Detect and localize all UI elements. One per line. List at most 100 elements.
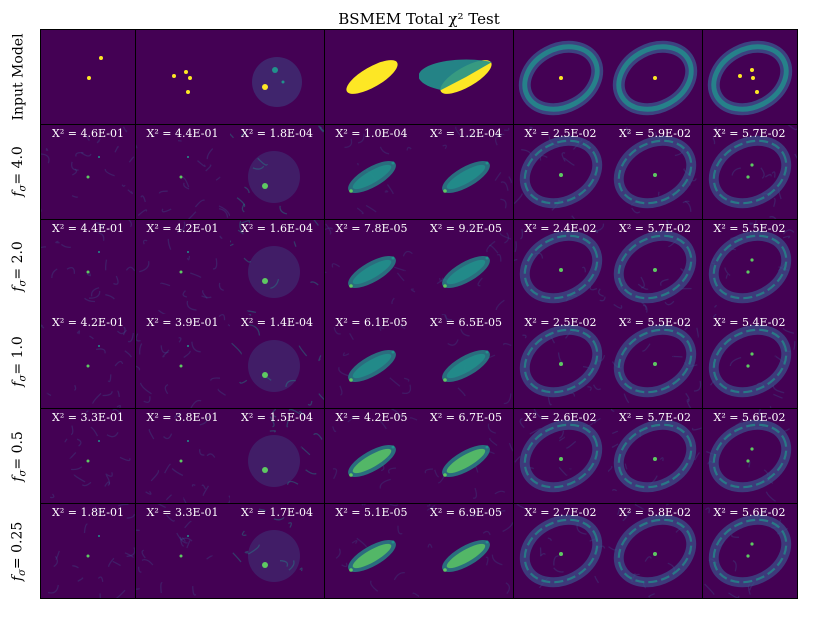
f-symbol: f bbox=[9, 191, 26, 197]
noise-streak bbox=[88, 290, 101, 299]
cell-graphic bbox=[708, 314, 796, 409]
noise-streak bbox=[142, 396, 151, 404]
noise-streak bbox=[593, 418, 601, 424]
noise-streak bbox=[519, 418, 525, 429]
noise-streak bbox=[427, 543, 433, 549]
ring-core bbox=[712, 329, 787, 394]
noise-streak bbox=[162, 433, 172, 440]
noise-streak bbox=[163, 463, 171, 474]
f-sigma-value: = 2.0 bbox=[9, 241, 26, 280]
chi-squared-label: X² = 5.5E-02 bbox=[619, 316, 691, 330]
noise-streak bbox=[365, 204, 377, 213]
noise-streak bbox=[258, 508, 266, 512]
noise-streak bbox=[704, 507, 710, 514]
noise-streak bbox=[691, 427, 702, 431]
cell-graphic bbox=[232, 508, 303, 582]
noise-streak bbox=[692, 177, 697, 182]
cell-graphic bbox=[513, 325, 605, 406]
noise-streak bbox=[112, 409, 123, 416]
noise-streak bbox=[665, 504, 670, 506]
star-dot bbox=[171, 74, 176, 78]
noise-streak bbox=[116, 405, 122, 409]
noise-streak bbox=[232, 552, 242, 563]
point-source bbox=[262, 372, 268, 379]
noise-streak bbox=[71, 194, 79, 198]
input-model-image bbox=[419, 30, 513, 124]
noise-streak bbox=[160, 345, 169, 354]
noise-streak bbox=[356, 207, 364, 214]
disk-structure bbox=[442, 350, 490, 383]
noise-streak bbox=[331, 426, 336, 433]
noise-streak bbox=[139, 383, 152, 395]
point-source bbox=[86, 364, 90, 368]
noise-streak bbox=[508, 175, 512, 184]
noise-streak bbox=[563, 157, 575, 166]
noise-streak bbox=[126, 547, 135, 558]
noise-streak bbox=[694, 452, 700, 461]
cell-graphic bbox=[613, 126, 697, 214]
noise-streak bbox=[142, 239, 147, 245]
reconstruction-image: X² = 5.5E-02 bbox=[702, 219, 797, 314]
noise-streak bbox=[351, 539, 357, 544]
noise-streak bbox=[138, 343, 142, 355]
f-symbol: f bbox=[9, 286, 26, 292]
noise-streak bbox=[640, 276, 645, 288]
noise-streak bbox=[227, 324, 230, 327]
noise-streak bbox=[249, 324, 261, 336]
cell-graphic bbox=[516, 504, 605, 589]
noise-streak bbox=[355, 537, 367, 548]
disk-shadow bbox=[419, 59, 492, 90]
noise-streak bbox=[158, 190, 168, 194]
point-source bbox=[653, 362, 657, 367]
noise-streak bbox=[713, 304, 717, 308]
noise-streak bbox=[426, 504, 431, 507]
noise-streak bbox=[514, 456, 521, 463]
noise-streak bbox=[41, 153, 50, 164]
noise-streak bbox=[503, 393, 512, 405]
chi-squared-label: X² = 1.7E-04 bbox=[241, 506, 313, 519]
noise-streak bbox=[723, 266, 731, 276]
noise-streak bbox=[787, 124, 797, 130]
reconstruction-image: X² = 1.4E-04 bbox=[230, 314, 324, 409]
noise-streak bbox=[279, 205, 288, 215]
noise-streak bbox=[772, 394, 783, 400]
noise-streak bbox=[104, 481, 111, 488]
reconstruction-image: X² = 2.5E-02 bbox=[513, 314, 608, 409]
noise-streak bbox=[613, 303, 623, 309]
noise-streak bbox=[792, 341, 796, 351]
noise-streak bbox=[369, 580, 378, 592]
noise-streak bbox=[552, 555, 559, 566]
row-label-5: fσ = 0.25 bbox=[0, 504, 38, 599]
cell-graphic bbox=[612, 40, 698, 116]
noise-streak bbox=[495, 299, 505, 310]
reconstruction-image: X² = 4.4E-01 bbox=[41, 219, 135, 314]
noise-streak bbox=[307, 401, 313, 407]
noise-streak bbox=[121, 184, 126, 187]
cell-graphic bbox=[47, 504, 135, 598]
noise-streak bbox=[47, 584, 59, 594]
noise-streak bbox=[781, 328, 794, 335]
noise-streak bbox=[401, 384, 411, 395]
noise-streak bbox=[156, 504, 166, 509]
point-source bbox=[98, 345, 100, 348]
ring-structure bbox=[708, 514, 791, 588]
noise-streak bbox=[597, 287, 604, 297]
input-model-image bbox=[41, 30, 135, 124]
noise-streak bbox=[177, 337, 182, 344]
point-source bbox=[348, 568, 353, 572]
cell-graphic bbox=[333, 324, 411, 397]
f-symbol: f bbox=[9, 575, 26, 582]
point-source bbox=[98, 440, 100, 443]
noise-streak bbox=[455, 126, 462, 137]
ring-core bbox=[523, 423, 598, 489]
ring-core bbox=[617, 234, 693, 299]
ring-structure bbox=[519, 135, 602, 209]
noise-streak bbox=[409, 417, 417, 421]
halo-disk bbox=[248, 150, 300, 203]
point-source bbox=[749, 257, 754, 262]
noise-streak bbox=[105, 475, 111, 487]
noise-streak bbox=[508, 443, 513, 453]
noise-streak bbox=[747, 461, 751, 468]
f-sigma-value: = 0.5 bbox=[9, 431, 26, 470]
noise-streak bbox=[426, 504, 436, 511]
